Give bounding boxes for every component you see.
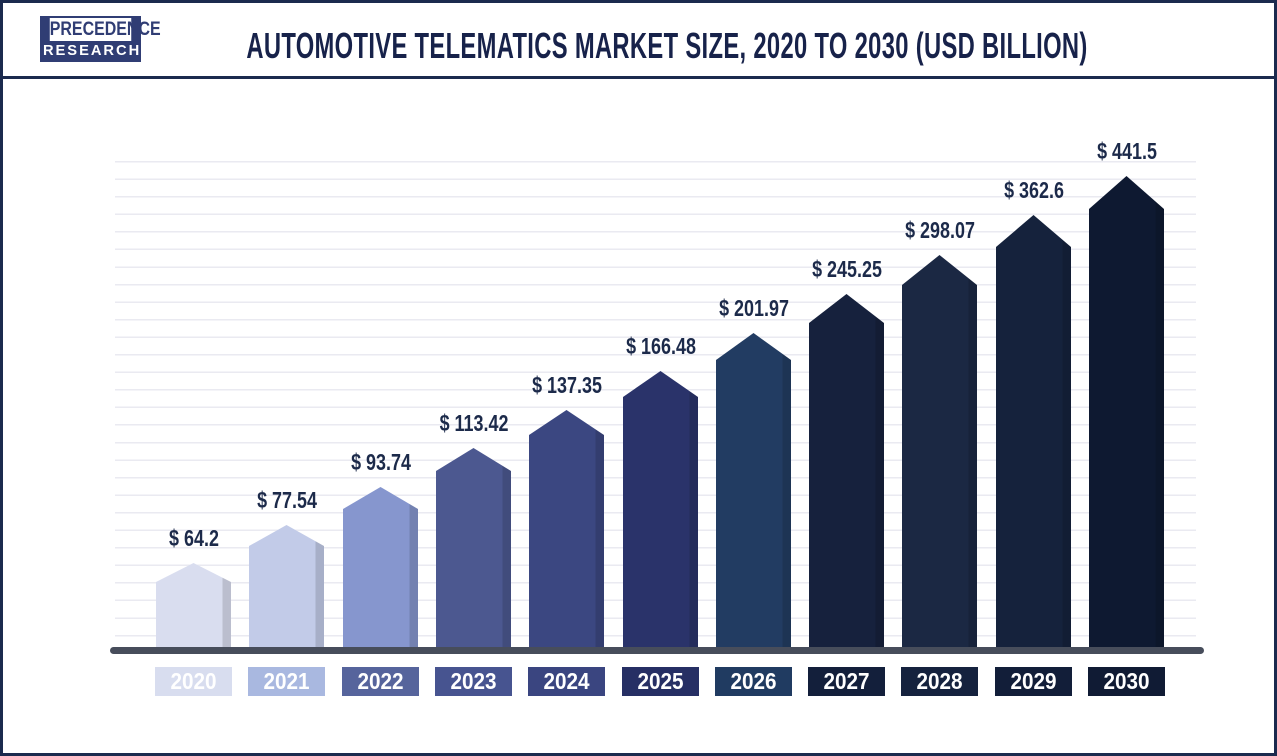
x-axis-tick-label: 2024: [543, 668, 590, 694]
bar-2025: [623, 371, 698, 652]
bar-value-label-2020: $ 64.2: [168, 525, 219, 551]
x-axis-tick-2021: 2021: [248, 667, 325, 696]
x-axis-line: [110, 647, 1204, 654]
x-axis-tick-2026: 2026: [715, 667, 792, 696]
bar-2029: [996, 215, 1071, 652]
x-axis-tick-label: 2020: [170, 668, 217, 694]
precedence-research-logo: PRECEDENCE RESEARCH: [40, 16, 161, 62]
x-axis-tick-label: 2022: [357, 668, 404, 694]
x-axis-tick-label: 2026: [730, 668, 777, 694]
x-axis-tick-2022: 2022: [342, 667, 419, 696]
bar-2023: [436, 448, 511, 652]
bar-2020: [156, 563, 231, 652]
bar-value-label-2026: $ 201.97: [718, 295, 789, 321]
bar-2027: [809, 294, 884, 652]
x-axis-tick-label: 2030: [1103, 668, 1150, 694]
x-axis-tick-label: 2027: [823, 668, 870, 694]
bar-value-label-2028: $ 298.07: [904, 217, 975, 243]
x-axis-tick-label: 2021: [263, 668, 310, 694]
x-axis-tick-label: 2029: [1010, 668, 1057, 694]
bar-value-label-2025: $ 166.48: [625, 333, 696, 359]
bar-value-label-2023: $ 113.42: [439, 410, 508, 436]
bar-2021: [249, 525, 324, 652]
bar-2024: [529, 410, 604, 652]
x-axis-tick-2023: 2023: [435, 667, 512, 696]
x-axis-tick-label: 2028: [916, 668, 963, 694]
bar-2030: [1089, 176, 1164, 652]
x-axis-tick-label: 2025: [637, 668, 684, 694]
chart-title: AUTOMOTIVE TELEMATICS MARKET SIZE, 2020 …: [245, 25, 1088, 66]
x-axis-tick-2024: 2024: [528, 667, 605, 696]
bar-2028: [902, 255, 977, 652]
bar-value-label-2030: $ 441.5: [1096, 138, 1157, 164]
header-divider-line: [3, 76, 1274, 79]
x-axis-tick-2025: 2025: [622, 667, 699, 696]
bar-value-label-2021: $ 77.54: [256, 487, 317, 513]
bar-value-label-2024: $ 137.35: [531, 372, 602, 398]
bar-value-label-2022: $ 93.74: [350, 449, 411, 475]
x-axis-tick-2027: 2027: [808, 667, 885, 696]
logo-word-research: RESEARCH: [42, 41, 142, 60]
x-axis-tick-2029: 2029: [995, 667, 1072, 696]
logo-word-precedence: PRECEDENCE: [49, 18, 161, 41]
bar-value-label-2027: $ 245.25: [811, 256, 882, 282]
x-axis-tick-2030: 2030: [1088, 667, 1165, 696]
x-axis-tick-2020: 2020: [155, 667, 232, 696]
bar-2026: [716, 333, 791, 652]
bar-2022: [343, 487, 418, 652]
x-axis-tick-2028: 2028: [901, 667, 978, 696]
bar-value-label-2029: $ 362.6: [1003, 177, 1064, 203]
x-axis-tick-label: 2023: [450, 668, 497, 694]
